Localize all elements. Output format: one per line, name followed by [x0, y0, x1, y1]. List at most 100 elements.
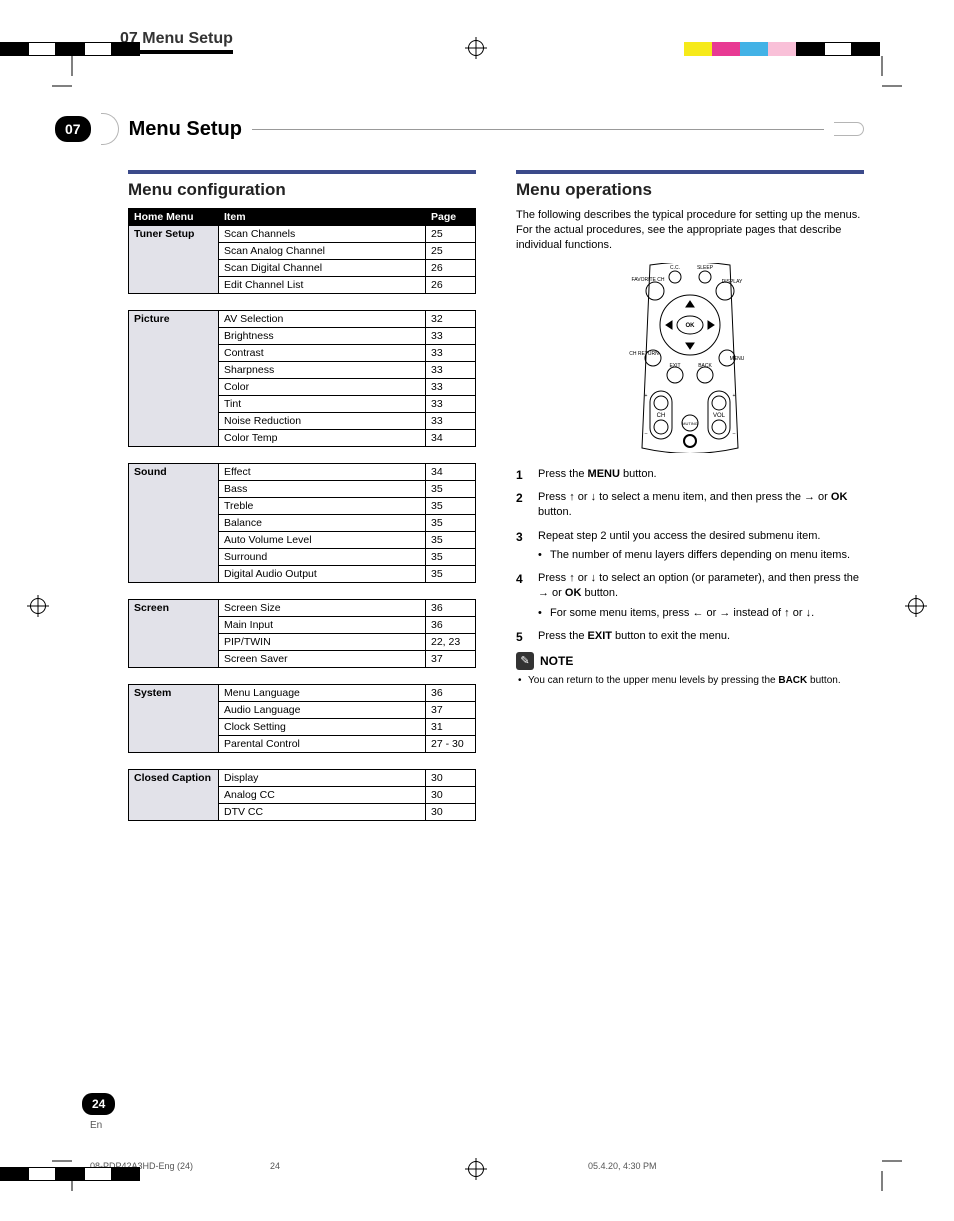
item-cell: Clock Setting [219, 719, 426, 736]
table-header: Item [219, 209, 426, 226]
table-row: PictureAV Selection32 [129, 311, 476, 328]
svg-text:–: – [645, 431, 648, 437]
svg-text:–: – [733, 431, 736, 437]
svg-text:CH RETURN: CH RETURN [629, 351, 659, 357]
left-column: Menu configuration Home MenuItemPageTune… [128, 170, 476, 837]
page-cell: 26 [426, 260, 476, 277]
chapter-number: 07 [55, 116, 91, 142]
note-body: You can return to the upper menu levels … [516, 674, 864, 688]
footer-timestamp: 05.4.20, 4:30 PM [588, 1161, 657, 1171]
crop-mark-br [862, 1151, 902, 1191]
chapter-heading: 07 Menu Setup [55, 113, 864, 145]
item-cell: Contrast [219, 345, 426, 362]
page-cell: 35 [426, 566, 476, 583]
table-row: Tuner SetupScan Channels25 [129, 226, 476, 243]
registration-bar-right [684, 42, 880, 56]
page-cell: 35 [426, 515, 476, 532]
item-cell: Sharpness [219, 362, 426, 379]
table-row: SoundEffect34 [129, 464, 476, 481]
page-cell: 33 [426, 328, 476, 345]
item-cell: Balance [219, 515, 426, 532]
registration-mark-left [30, 598, 46, 614]
page-cell: 30 [426, 770, 476, 787]
crop-mark-tr [862, 56, 902, 96]
category-cell: Closed Caption [129, 770, 219, 821]
config-table: Home MenuItemPageTuner SetupScan Channel… [128, 208, 476, 294]
table-header: Page [426, 209, 476, 226]
svg-text:SLEEP: SLEEP [697, 265, 714, 271]
chapter-title: Menu Setup [129, 118, 242, 141]
note-item: You can return to the upper menu levels … [518, 674, 864, 688]
page-cell: 37 [426, 651, 476, 668]
table-row: SystemMenu Language36 [129, 685, 476, 702]
table-header: Home Menu [129, 209, 219, 226]
page-body: Menu configuration Home MenuItemPageTune… [128, 170, 864, 837]
registration-mark-bottom [468, 1161, 484, 1177]
page-cell: 34 [426, 430, 476, 447]
page-cell: 27 - 30 [426, 736, 476, 753]
page-cell: 35 [426, 532, 476, 549]
page-cell: 36 [426, 617, 476, 634]
registration-mark-top [468, 40, 484, 56]
step-2: Press ↑ or ↓ to select a menu item, and … [516, 490, 864, 521]
svg-text:+: + [733, 393, 736, 399]
svg-text:CH: CH [657, 413, 666, 419]
item-cell: Display [219, 770, 426, 787]
table-row: Closed CaptionDisplay30 [129, 770, 476, 787]
right-column: Menu operations The following describes … [516, 170, 864, 837]
svg-text:VOL: VOL [713, 413, 726, 419]
svg-text:DISPLAY: DISPLAY [722, 279, 743, 285]
config-table: PictureAV Selection32Brightness33Contras… [128, 310, 476, 447]
page-cell: 35 [426, 481, 476, 498]
menu-config-heading: Menu configuration [128, 180, 476, 200]
page-cell: 26 [426, 277, 476, 294]
svg-text:OK: OK [686, 323, 696, 329]
menu-ops-heading: Menu operations [516, 180, 864, 200]
category-cell: System [129, 685, 219, 753]
note-icon: ✎ [516, 652, 534, 670]
svg-text:EXIT: EXIT [669, 363, 680, 369]
svg-text:MUTING: MUTING [682, 421, 698, 426]
accent-rule [516, 170, 864, 174]
page-cell: 33 [426, 362, 476, 379]
accent-rule [128, 170, 476, 174]
page-cell: 25 [426, 226, 476, 243]
item-cell: Audio Language [219, 702, 426, 719]
item-cell: Analog CC [219, 787, 426, 804]
item-cell: Noise Reduction [219, 413, 426, 430]
page-cell: 25 [426, 243, 476, 260]
item-cell: Brightness [219, 328, 426, 345]
item-cell: Menu Language [219, 685, 426, 702]
item-cell: Treble [219, 498, 426, 515]
category-cell: Screen [129, 600, 219, 668]
page-cell: 35 [426, 549, 476, 566]
item-cell: Auto Volume Level [219, 532, 426, 549]
item-cell: Color Temp [219, 430, 426, 447]
chapter-rule [252, 129, 824, 130]
page-cell: 33 [426, 396, 476, 413]
category-cell: Tuner Setup [129, 226, 219, 294]
page-number: 24 [82, 1093, 115, 1115]
page-cell: 37 [426, 702, 476, 719]
page-cell: 36 [426, 685, 476, 702]
item-cell: PIP/TWIN [219, 634, 426, 651]
language-code: En [90, 1120, 102, 1131]
page-cell: 34 [426, 464, 476, 481]
step-4: Press ↑ or ↓ to select an option (or par… [516, 571, 864, 621]
crop-mark-tl [52, 56, 92, 96]
note-heading: ✎ NOTE [516, 652, 864, 670]
remote-diagram: C.C. SLEEP FAVORITE CH DISPLAY OK CH RET… [620, 263, 760, 453]
page-cell: 33 [426, 345, 476, 362]
item-cell: DTV CC [219, 804, 426, 821]
step-1: Press the MENU button. [516, 467, 864, 482]
item-cell: Surround [219, 549, 426, 566]
page-cell: 33 [426, 413, 476, 430]
page-cell: 22, 23 [426, 634, 476, 651]
item-cell: Parental Control [219, 736, 426, 753]
note-title: NOTE [540, 654, 573, 668]
table-row: ScreenScreen Size36 [129, 600, 476, 617]
item-cell: Tint [219, 396, 426, 413]
svg-text:C.C.: C.C. [670, 265, 680, 271]
svg-text:+: + [645, 393, 648, 399]
page-cell: 32 [426, 311, 476, 328]
